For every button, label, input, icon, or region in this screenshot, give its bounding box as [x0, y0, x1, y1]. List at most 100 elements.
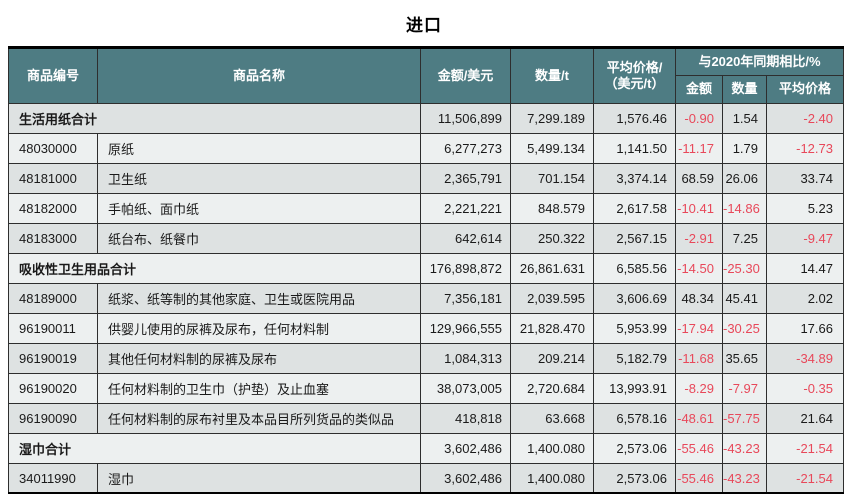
cell-yoy-amount: -8.29	[675, 373, 723, 404]
cell-yoy-amount: -11.17	[675, 133, 723, 164]
import-table: 商品编号 商品名称 金额/美元 数量/t 平均价格/ （美元/t） 与2020年…	[8, 46, 844, 494]
cell-yoy-amount: -11.68	[675, 343, 723, 374]
col-header-quantity: 数量/t	[510, 47, 594, 104]
cell-yoy-quantity: 1.54	[722, 103, 767, 134]
cell-avg-price: 3,606.69	[593, 283, 676, 314]
cell-yoy-quantity: 26.06	[722, 163, 767, 194]
cell-quantity-t: 250.322	[510, 223, 594, 254]
cell-yoy-avg-price: 17.66	[766, 313, 844, 344]
cell-avg-price: 6,585.56	[593, 253, 676, 284]
cell-avg-price: 3,374.14	[593, 163, 676, 194]
cell-yoy-quantity: -7.97	[722, 373, 767, 404]
cell-yoy-avg-price: 2.02	[766, 283, 844, 314]
cell-amount-usd: 38,073,005	[420, 373, 511, 404]
cell-yoy-quantity: -14.86	[722, 193, 767, 224]
cell-product-name: 任何材料制的卫生巾（护垫）及止血塞	[97, 373, 421, 404]
avg-price-header-line2: （美元/t）	[604, 76, 665, 91]
cell-product-name: 供婴儿使用的尿裤及尿布，任何材料制	[97, 313, 421, 344]
cell-product-name: 湿巾合计	[8, 433, 421, 464]
cell-quantity-t: 1,400.080	[510, 433, 594, 464]
cell-product-code: 48030000	[8, 133, 98, 164]
cell-avg-price: 2,573.06	[593, 463, 676, 494]
cell-quantity-t: 209.214	[510, 343, 594, 374]
cell-amount-usd: 3,602,486	[420, 433, 511, 464]
table-row: 湿巾合计 3,602,486 1,400.080 2,573.06 -55.46…	[8, 433, 844, 464]
cell-yoy-quantity: 1.79	[722, 133, 767, 164]
cell-yoy-amount: -48.61	[675, 403, 723, 434]
cell-product-name: 湿巾	[97, 463, 421, 494]
cell-quantity-t: 63.668	[510, 403, 594, 434]
cell-amount-usd: 3,602,486	[420, 463, 511, 494]
col-header-code: 商品编号	[8, 47, 98, 104]
cell-amount-usd: 2,221,221	[420, 193, 511, 224]
cell-yoy-avg-price: -2.40	[766, 103, 844, 134]
cell-product-code: 48189000	[8, 283, 98, 314]
cell-yoy-amount: -14.50	[675, 253, 723, 284]
col-header-yoy-quantity: 数量	[722, 75, 767, 104]
cell-yoy-amount: -17.94	[675, 313, 723, 344]
table-header: 商品编号 商品名称 金额/美元 数量/t 平均价格/ （美元/t） 与2020年…	[8, 47, 844, 104]
cell-product-name: 原纸	[97, 133, 421, 164]
cell-product-name: 任何材料制的尿布衬里及本品目所列货品的类似品	[97, 403, 421, 434]
cell-product-code: 48182000	[8, 193, 98, 224]
cell-avg-price: 1,141.50	[593, 133, 676, 164]
cell-avg-price: 1,576.46	[593, 103, 676, 134]
cell-avg-price: 13,993.91	[593, 373, 676, 404]
cell-product-name: 吸收性卫生用品合计	[8, 253, 421, 284]
cell-yoy-amount: -55.46	[675, 433, 723, 464]
cell-quantity-t: 848.579	[510, 193, 594, 224]
cell-product-name: 卫生纸	[97, 163, 421, 194]
table-row: 96190019 其他任何材料制的尿裤及尿布 1,084,313 209.214…	[8, 343, 844, 374]
cell-yoy-amount: -2.91	[675, 223, 723, 254]
col-header-yoy-avg-price: 平均价格	[766, 75, 844, 104]
cell-yoy-avg-price: -9.47	[766, 223, 844, 254]
cell-yoy-avg-price: 33.74	[766, 163, 844, 194]
cell-yoy-avg-price: 21.64	[766, 403, 844, 434]
table-row: 生活用纸合计 11,506,899 7,299.189 1,576.46 -0.…	[8, 103, 844, 134]
table-row: 48189000 纸浆、纸等制的其他家庭、卫生或医院用品 7,356,181 2…	[8, 283, 844, 314]
table-row: 吸收性卫生用品合计 176,898,872 26,861.631 6,585.5…	[8, 253, 844, 284]
col-header-avg-price: 平均价格/ （美元/t）	[593, 47, 676, 104]
table-row: 48181000 卫生纸 2,365,791 701.154 3,374.14 …	[8, 163, 844, 194]
cell-quantity-t: 701.154	[510, 163, 594, 194]
col-header-amount: 金额/美元	[420, 47, 511, 104]
cell-yoy-avg-price: 5.23	[766, 193, 844, 224]
cell-yoy-avg-price: -21.54	[766, 433, 844, 464]
col-header-name: 商品名称	[97, 47, 421, 104]
cell-amount-usd: 176,898,872	[420, 253, 511, 284]
cell-yoy-avg-price: -34.89	[766, 343, 844, 374]
page-title: 进口	[406, 16, 442, 35]
cell-yoy-amount: -55.46	[675, 463, 723, 494]
cell-yoy-quantity: -43.23	[722, 463, 767, 494]
cell-yoy-quantity: -25.30	[722, 253, 767, 284]
cell-quantity-t: 7,299.189	[510, 103, 594, 134]
cell-product-code: 96190019	[8, 343, 98, 374]
cell-amount-usd: 6,277,273	[420, 133, 511, 164]
cell-yoy-quantity: 35.65	[722, 343, 767, 374]
cell-yoy-avg-price: 14.47	[766, 253, 844, 284]
col-header-yoy: 与2020年同期相比/%	[675, 47, 844, 76]
cell-avg-price: 2,567.15	[593, 223, 676, 254]
table-row: 96190011 供婴儿使用的尿裤及尿布，任何材料制 129,966,555 2…	[8, 313, 844, 344]
cell-yoy-amount: -0.90	[675, 103, 723, 134]
cell-yoy-avg-price: -12.73	[766, 133, 844, 164]
cell-amount-usd: 129,966,555	[420, 313, 511, 344]
cell-amount-usd: 1,084,313	[420, 343, 511, 374]
cell-quantity-t: 5,499.134	[510, 133, 594, 164]
cell-amount-usd: 7,356,181	[420, 283, 511, 314]
cell-yoy-quantity: 7.25	[722, 223, 767, 254]
table-row: 48182000 手帕纸、面巾纸 2,221,221 848.579 2,617…	[8, 193, 844, 224]
cell-yoy-avg-price: -21.54	[766, 463, 844, 494]
cell-yoy-quantity: -43.23	[722, 433, 767, 464]
table-body: 生活用纸合计 11,506,899 7,299.189 1,576.46 -0.…	[8, 103, 844, 494]
cell-avg-price: 5,953.99	[593, 313, 676, 344]
cell-quantity-t: 2,720.684	[510, 373, 594, 404]
cell-quantity-t: 21,828.470	[510, 313, 594, 344]
cell-product-code: 96190011	[8, 313, 98, 344]
table-row: 48030000 原纸 6,277,273 5,499.134 1,141.50…	[8, 133, 844, 164]
cell-amount-usd: 2,365,791	[420, 163, 511, 194]
cell-product-code: 96190090	[8, 403, 98, 434]
cell-amount-usd: 642,614	[420, 223, 511, 254]
table-row: 48183000 纸台布、纸餐巾 642,614 250.322 2,567.1…	[8, 223, 844, 254]
